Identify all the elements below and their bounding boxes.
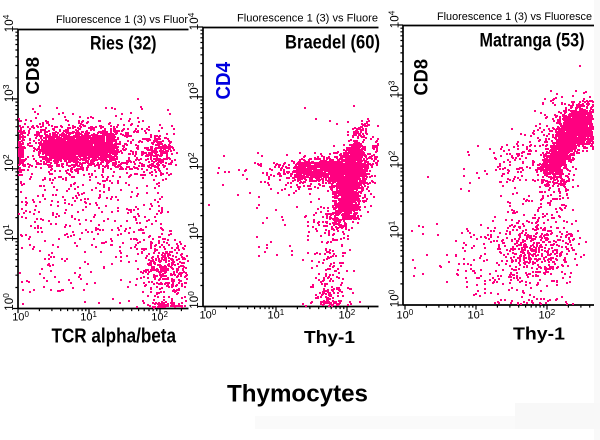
svg-text:104: 104 [186,12,201,30]
svg-text:CD4: CD4 [213,61,235,99]
svg-text:101: 101 [186,222,201,240]
svg-text:102: 102 [186,152,201,170]
svg-text:100: 100 [397,308,414,322]
svg-text:101: 101 [268,308,285,322]
svg-text:100: 100 [12,310,29,324]
svg-text:103: 103 [387,80,402,98]
svg-text:Fluorescence 1 (3) vs Fluor: Fluorescence 1 (3) vs Fluor [56,14,188,26]
svg-text:102: 102 [1,154,16,172]
svg-text:104: 104 [387,10,402,28]
svg-text:CD8: CD8 [412,59,433,96]
svg-text:CD8: CD8 [22,57,43,95]
svg-text:Braedel (60): Braedel (60) [285,33,380,54]
svg-text:Thy-1: Thy-1 [513,324,565,344]
svg-text:Thy-1: Thy-1 [304,327,355,347]
svg-text:Fluorescence 1 (3) vs Fluore: Fluorescence 1 (3) vs Fluore [237,13,378,25]
svg-text:TCR alpha/beta: TCR alpha/beta [52,326,177,348]
svg-text:102: 102 [151,310,168,324]
svg-text:101: 101 [387,220,402,238]
svg-text:Thymocytes: Thymocytes [227,381,368,408]
svg-text:104: 104 [1,14,16,32]
svg-text:100: 100 [200,308,217,322]
svg-text:101: 101 [468,308,485,322]
svg-text:100: 100 [1,293,16,311]
svg-text:100: 100 [387,289,402,307]
svg-text:101: 101 [80,310,97,324]
svg-text:101: 101 [1,224,16,242]
svg-text:102: 102 [539,308,556,322]
svg-text:102: 102 [339,308,356,322]
svg-text:102: 102 [387,150,402,168]
svg-text:Fluorescence 1 (3) vs Fluoresc: Fluorescence 1 (3) vs Fluoresce [437,11,592,23]
svg-text:Ries (32): Ries (32) [90,34,157,55]
svg-text:103: 103 [186,82,201,100]
svg-text:100: 100 [186,291,201,309]
svg-text:103: 103 [1,84,16,102]
svg-text:Matranga (53): Matranga (53) [480,31,585,52]
